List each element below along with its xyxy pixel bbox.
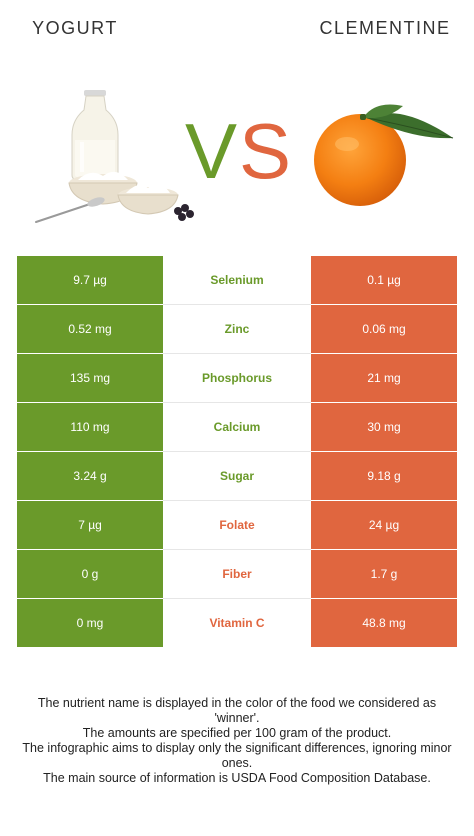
- footnote-line: The main source of information is USDA F…: [43, 771, 431, 785]
- row-divider: [163, 304, 311, 305]
- left-food-value: 7 µg: [17, 501, 163, 549]
- left-food-value: 135 mg: [17, 354, 163, 402]
- footnote-line: The amounts are specified per 100 gram o…: [82, 726, 392, 740]
- nutrient-name: Selenium: [163, 256, 311, 304]
- right-food-value: 0.06 mg: [311, 305, 457, 353]
- vs-label: V S: [178, 106, 298, 196]
- nutrient-name: Calcium: [163, 403, 311, 451]
- right-food-value: 30 mg: [311, 403, 457, 451]
- table-row: 9.7 µg Selenium 0.1 µg: [17, 256, 457, 304]
- right-food-value: 24 µg: [311, 501, 457, 549]
- vs-v-letter: V: [184, 107, 237, 195]
- left-food-value: 3.24 g: [17, 452, 163, 500]
- clementine-image: [314, 104, 454, 206]
- table-row: 110 mg Calcium 30 mg: [17, 403, 457, 451]
- left-food-value: 0 mg: [17, 599, 163, 647]
- row-divider: [163, 353, 311, 354]
- left-food-value: 0.52 mg: [17, 305, 163, 353]
- yogurt-image: [35, 90, 194, 223]
- right-food-value: 1.7 g: [311, 550, 457, 598]
- row-divider: [163, 598, 311, 599]
- row-divider: [163, 451, 311, 452]
- left-food-value: 0 g: [17, 550, 163, 598]
- left-food-value: 9.7 µg: [17, 256, 163, 304]
- row-divider: [163, 402, 311, 403]
- footnote: The nutrient name is displayed in the co…: [20, 696, 454, 786]
- table-row: 3.24 g Sugar 9.18 g: [17, 452, 457, 500]
- right-food-value: 9.18 g: [311, 452, 457, 500]
- table-row: 7 µg Folate 24 µg: [17, 501, 457, 549]
- row-divider: [163, 500, 311, 501]
- nutrient-name: Fiber: [163, 550, 311, 598]
- table-row: 0 mg Vitamin C 48.8 mg: [17, 599, 457, 647]
- table-row: 135 mg Phosphorus 21 mg: [17, 354, 457, 402]
- row-divider: [163, 549, 311, 550]
- right-food-title: CLEMENTINE: [319, 18, 451, 38]
- nutrient-name: Vitamin C: [163, 599, 311, 647]
- right-food-value: 21 mg: [311, 354, 457, 402]
- footnote-line: The nutrient name is displayed in the co…: [37, 696, 437, 725]
- nutrient-name: Sugar: [163, 452, 311, 500]
- footnote-line: The infographic aims to display only the…: [22, 741, 452, 770]
- nutrient-name: Phosphorus: [163, 354, 311, 402]
- nutrient-name: Zinc: [163, 305, 311, 353]
- right-food-value: 48.8 mg: [311, 599, 457, 647]
- right-food-value: 0.1 µg: [311, 256, 457, 304]
- nutrient-comparison-table: 9.7 µg Selenium 0.1 µg 0.52 mg Zinc 0.06 mg 13…: [17, 256, 457, 647]
- table-row: 0.52 mg Zinc 0.06 mg: [17, 305, 457, 353]
- vs-s-letter: S: [239, 107, 292, 195]
- left-food-value: 110 mg: [17, 403, 163, 451]
- left-food-title: YOGURT: [32, 18, 118, 38]
- nutrient-name: Folate: [163, 501, 311, 549]
- table-row: 0 g Fiber 1.7 g: [17, 550, 457, 598]
